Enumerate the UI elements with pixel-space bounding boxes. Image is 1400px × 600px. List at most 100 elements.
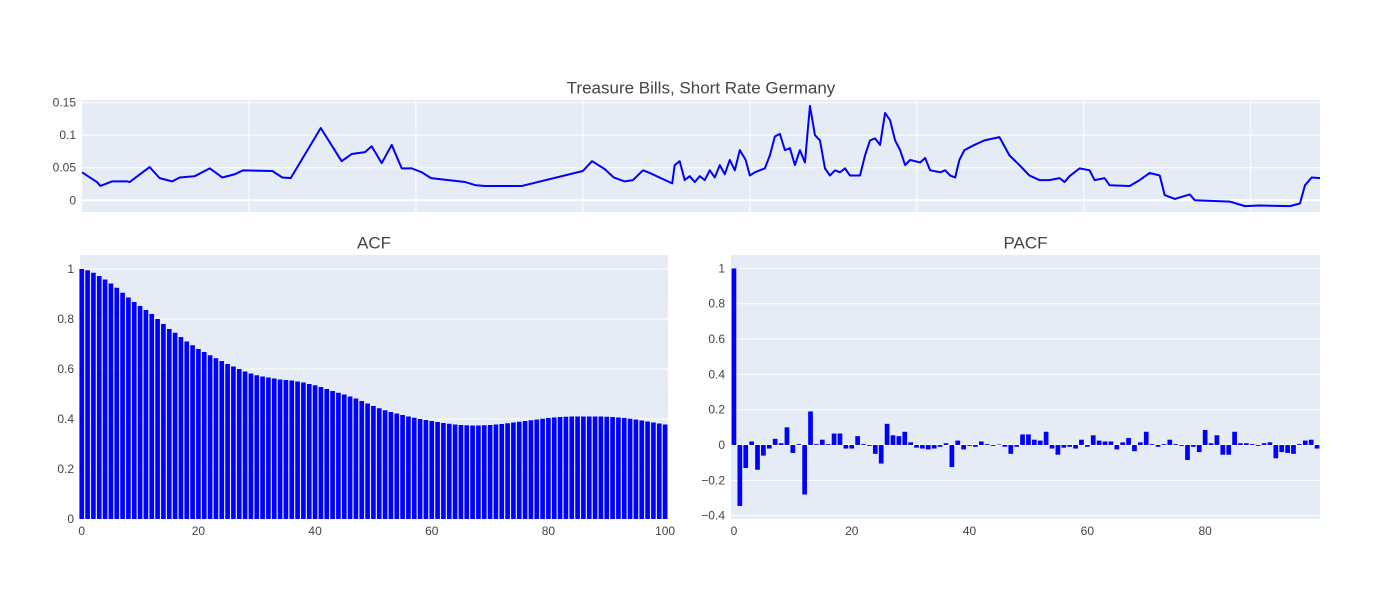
bar — [1037, 440, 1043, 446]
bar — [114, 287, 120, 519]
bar — [359, 401, 365, 519]
bar — [973, 445, 978, 447]
bar — [831, 433, 837, 446]
x-tick-label: 80 — [542, 524, 556, 538]
y-tick-label: 0 — [718, 438, 725, 452]
bar — [814, 444, 819, 446]
bar — [825, 444, 831, 446]
bar — [551, 417, 557, 519]
bar — [1061, 445, 1067, 448]
bar — [766, 445, 772, 449]
bar — [207, 355, 213, 519]
bar — [266, 377, 271, 519]
bar — [802, 445, 807, 495]
bar — [849, 445, 855, 449]
bar — [569, 416, 575, 519]
bar — [1238, 443, 1243, 446]
bar — [1167, 439, 1173, 446]
bar — [1049, 445, 1055, 449]
bar — [499, 424, 505, 519]
bar — [260, 376, 265, 519]
bar — [452, 424, 458, 519]
x-tick-label: 100 — [655, 524, 675, 538]
bar — [796, 444, 802, 446]
bar — [1026, 434, 1031, 446]
bar — [254, 375, 260, 519]
bar — [108, 283, 114, 519]
bar — [341, 394, 347, 519]
bar — [446, 423, 452, 519]
bar — [161, 324, 166, 519]
bar — [79, 269, 85, 519]
bar — [423, 420, 429, 519]
x-tick-label: 20 — [845, 524, 859, 538]
bar — [872, 445, 878, 454]
y-tick-label: 1 — [718, 261, 725, 275]
y-tick-label: 1 — [67, 262, 74, 276]
bar — [978, 441, 984, 446]
bar — [1214, 435, 1220, 446]
bar — [1173, 444, 1179, 446]
bar — [388, 412, 394, 519]
bar — [85, 270, 90, 519]
bar — [639, 420, 645, 519]
bar — [592, 416, 598, 519]
bar — [651, 422, 656, 519]
bar — [961, 445, 967, 450]
bar — [1043, 431, 1049, 446]
bar — [190, 345, 195, 519]
bar — [890, 435, 896, 446]
bar — [487, 425, 493, 519]
bar — [884, 423, 890, 446]
bar — [1297, 444, 1302, 446]
bar — [1267, 442, 1273, 446]
bar — [1255, 445, 1261, 446]
bar — [219, 361, 225, 519]
bar — [289, 380, 295, 519]
bar — [435, 422, 440, 519]
bar — [534, 419, 540, 519]
bar — [511, 422, 516, 519]
bar — [225, 364, 230, 519]
bar — [516, 421, 522, 519]
bar — [627, 418, 633, 519]
bar — [102, 279, 108, 519]
bar — [400, 415, 405, 519]
bar — [967, 445, 972, 446]
bar — [137, 306, 143, 519]
y-tick-label: 0.6 — [708, 332, 725, 346]
x-tick-label: 0 — [78, 524, 85, 538]
bar — [902, 431, 908, 446]
x-tick-label: 60 — [1081, 524, 1095, 538]
bar — [283, 380, 289, 519]
bar — [1096, 440, 1102, 446]
bar — [1273, 445, 1279, 459]
bar — [1155, 445, 1161, 447]
y-tick-label: −0.4 — [701, 509, 725, 523]
bar — [166, 329, 172, 519]
bar — [808, 411, 813, 446]
bar — [955, 440, 961, 446]
y-tick-label: 0.8 — [57, 312, 74, 326]
bar — [371, 406, 376, 519]
bar — [610, 417, 615, 519]
bar — [843, 445, 849, 449]
bar — [1090, 435, 1096, 446]
bar — [1179, 445, 1184, 446]
bar — [1126, 437, 1131, 446]
bar — [149, 314, 155, 519]
bar — [178, 337, 184, 519]
bar — [201, 352, 207, 519]
bar — [867, 445, 872, 446]
bar — [1108, 441, 1114, 446]
bar — [458, 425, 464, 519]
bar — [96, 276, 102, 519]
bar — [1191, 445, 1196, 447]
bar — [1067, 445, 1073, 447]
y-tick-label: 0.2 — [57, 462, 74, 476]
subplot: Treasure Bills, Short Rate Germany 0 0.05 0… — [53, 79, 1321, 212]
bar — [411, 417, 417, 519]
y-tick-label: 0.05 — [53, 161, 77, 175]
bar — [581, 416, 586, 519]
bar — [621, 418, 627, 519]
